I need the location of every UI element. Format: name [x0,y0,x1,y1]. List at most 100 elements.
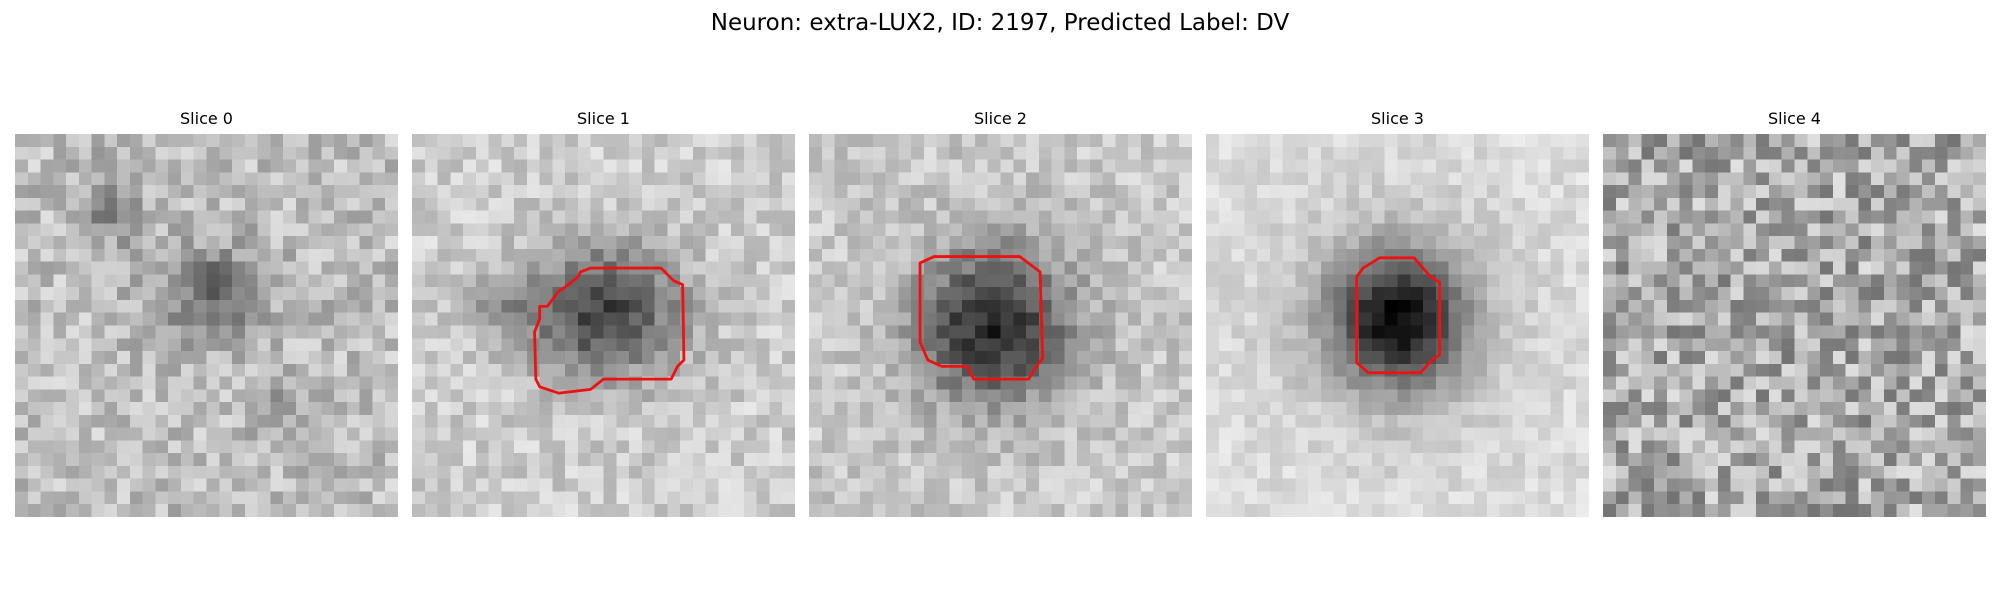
pixel [1717,185,1731,199]
pixel [1308,414,1322,428]
pixel [91,312,105,326]
pixel [1641,504,1655,517]
pixel [1166,491,1180,505]
pixel [1166,236,1180,250]
pixel [155,185,169,199]
pixel [1320,376,1334,390]
pixel [1089,197,1103,211]
pixel [1231,210,1245,224]
pixel [1743,351,1757,365]
pixel [667,248,681,262]
pixel [1858,172,1872,186]
pixel [334,351,348,365]
pixel [898,338,912,352]
pixel [129,465,143,479]
pixel [1820,325,1834,339]
pixel [53,287,67,301]
pixel [782,465,795,479]
pixel [1218,236,1232,250]
pixel [1333,185,1347,199]
pixel [616,185,630,199]
pixel [885,261,899,275]
pixel [1051,287,1065,301]
pixel [1781,185,1795,199]
pixel [821,414,835,428]
pixel [321,453,335,467]
pixel [705,414,719,428]
pixel [308,338,322,352]
pixel [974,210,988,224]
pixel [1563,223,1577,237]
pixel [53,402,67,416]
pixel [552,261,566,275]
pixel [1883,363,1897,377]
pixel [936,376,950,390]
pixel [590,146,604,160]
pixel [334,338,348,352]
pixel [718,185,732,199]
pixel [359,338,373,352]
pixel [1013,414,1027,428]
pixel [91,504,105,517]
pixel [616,236,630,250]
pixel [949,504,963,517]
pixel [53,363,67,377]
pixel [308,465,322,479]
pixel [1679,185,1693,199]
pixel [1512,236,1526,250]
pixel [526,299,540,313]
pixel [1384,389,1398,403]
pixel [1781,491,1795,505]
pixel [1603,478,1617,492]
pixel [1474,261,1488,275]
pixel [616,453,630,467]
pixel [552,299,566,313]
pixel [1218,363,1232,377]
pixel [1089,210,1103,224]
pixel [1820,504,1834,517]
pixel [1128,134,1142,148]
pixel [1359,159,1373,173]
pixel [1679,491,1693,505]
pixel [180,376,194,390]
pixel [206,185,220,199]
pixel [1179,478,1192,492]
pixel [232,440,246,454]
pixel [206,197,220,211]
pixel [1794,338,1808,352]
pixel [1743,504,1757,517]
pixel [1231,478,1245,492]
pixel [40,402,54,416]
pixel [1512,465,1526,479]
pixel [1756,402,1770,416]
pixel [1705,210,1719,224]
pixel [603,134,617,148]
pixel [1666,223,1680,237]
pixel [1717,491,1731,505]
pixel [1820,185,1834,199]
pixel [1115,261,1129,275]
pixel [1486,478,1500,492]
pixel [1871,248,1885,262]
pixel [885,402,899,416]
pixel [821,376,835,390]
pixel [1231,376,1245,390]
pixel [104,453,118,467]
pixel [1282,210,1296,224]
pixel [1730,465,1744,479]
pixel [308,261,322,275]
pixel [193,146,207,160]
pixel [1603,172,1617,186]
pixel [1115,414,1129,428]
pixel [66,478,80,492]
pixel [270,491,284,505]
pixel [885,376,899,390]
pixel [1525,414,1539,428]
pixel [987,210,1001,224]
pixel [769,465,783,479]
pixel [1858,453,1872,467]
pixel [1756,478,1770,492]
pixel [1320,248,1334,262]
pixel [283,427,297,441]
pixel [885,274,899,288]
